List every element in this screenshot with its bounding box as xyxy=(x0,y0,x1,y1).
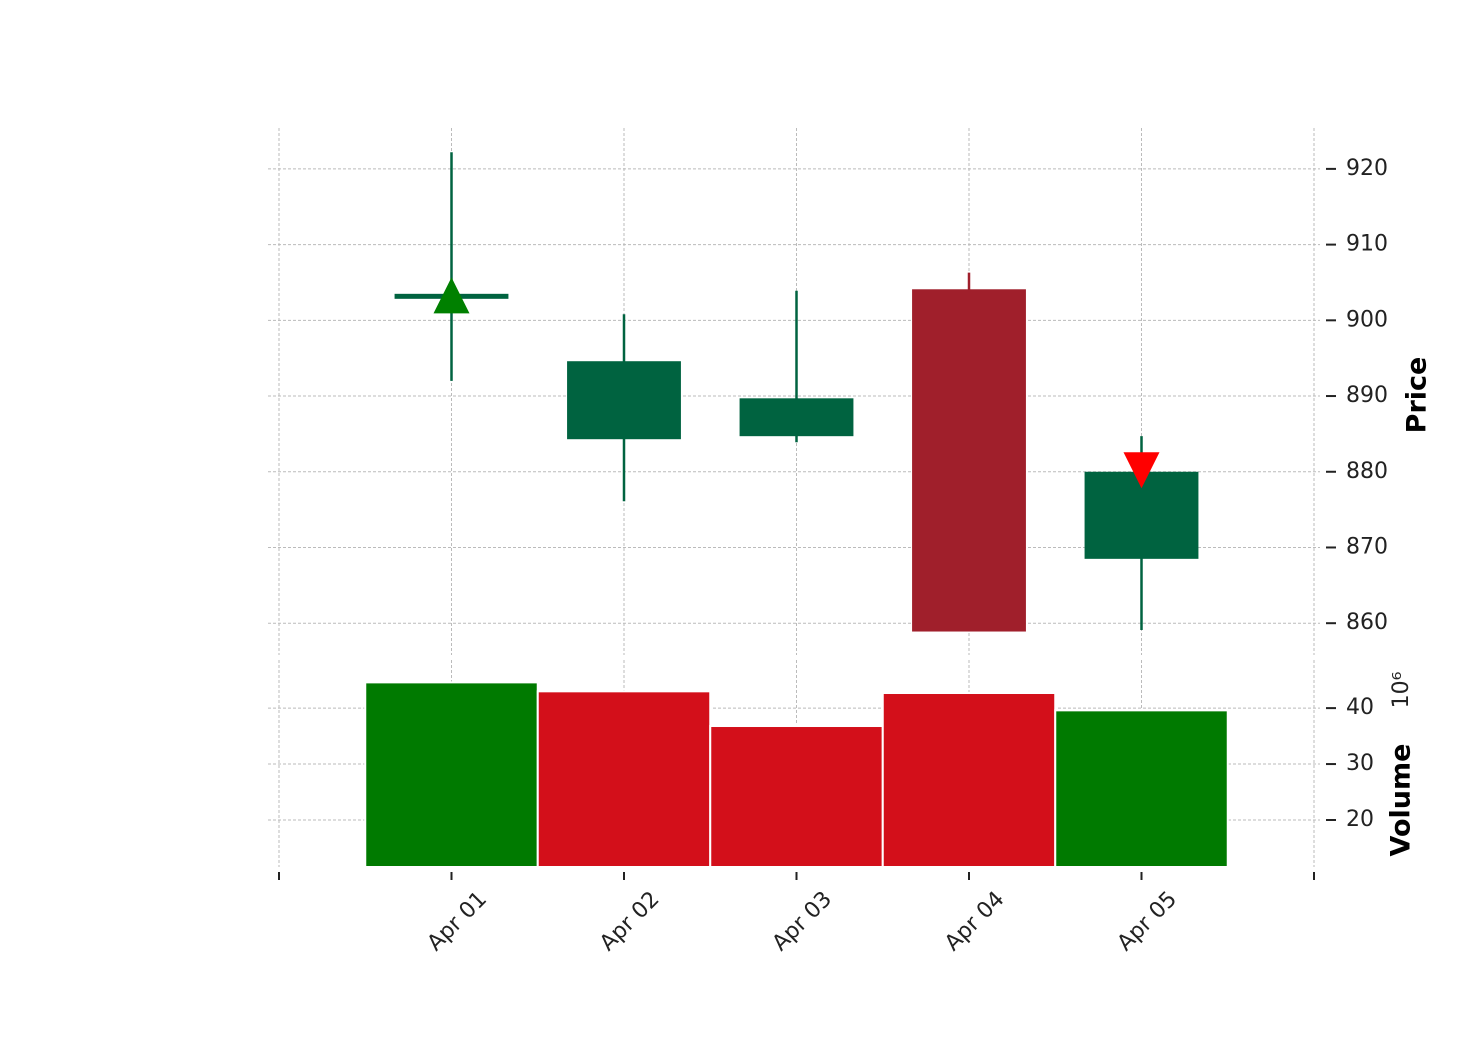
candle-body xyxy=(567,361,681,440)
volume-bar xyxy=(364,681,539,868)
volume-bar xyxy=(536,690,712,868)
y-tick-label: 880 xyxy=(1346,459,1388,484)
y-tick-label: 910 xyxy=(1346,232,1388,257)
y-tick-label: 860 xyxy=(1346,610,1388,635)
price-label: Price xyxy=(1402,357,1433,434)
x-tick-label: Apr 02 xyxy=(595,887,664,956)
y-tick-label: 40 xyxy=(1346,695,1374,720)
y-tick-label: 890 xyxy=(1346,383,1388,408)
x-tick-label: Apr 05 xyxy=(1113,887,1182,956)
volume-bar xyxy=(881,692,1057,869)
y-tick-label: 870 xyxy=(1346,534,1388,559)
x-tick-label: Apr 01 xyxy=(423,887,492,956)
y-tick-label: 920 xyxy=(1346,156,1388,181)
volume-label: Volume xyxy=(1386,744,1417,857)
x-tick-label: Apr 03 xyxy=(768,887,837,956)
y-tick-label: 20 xyxy=(1346,807,1374,832)
volume-bar xyxy=(709,725,884,869)
x-tick-label: Apr 04 xyxy=(940,887,1009,956)
signal-marker xyxy=(1123,452,1160,489)
candle-body xyxy=(739,398,854,437)
y-tick-label: 30 xyxy=(1346,751,1374,776)
volume-bar xyxy=(1054,709,1229,869)
signal-marker xyxy=(433,277,470,314)
volume-offset: 10⁶ xyxy=(1389,671,1414,708)
candle-body xyxy=(912,289,1026,632)
y-tick-label: 900 xyxy=(1346,307,1388,332)
